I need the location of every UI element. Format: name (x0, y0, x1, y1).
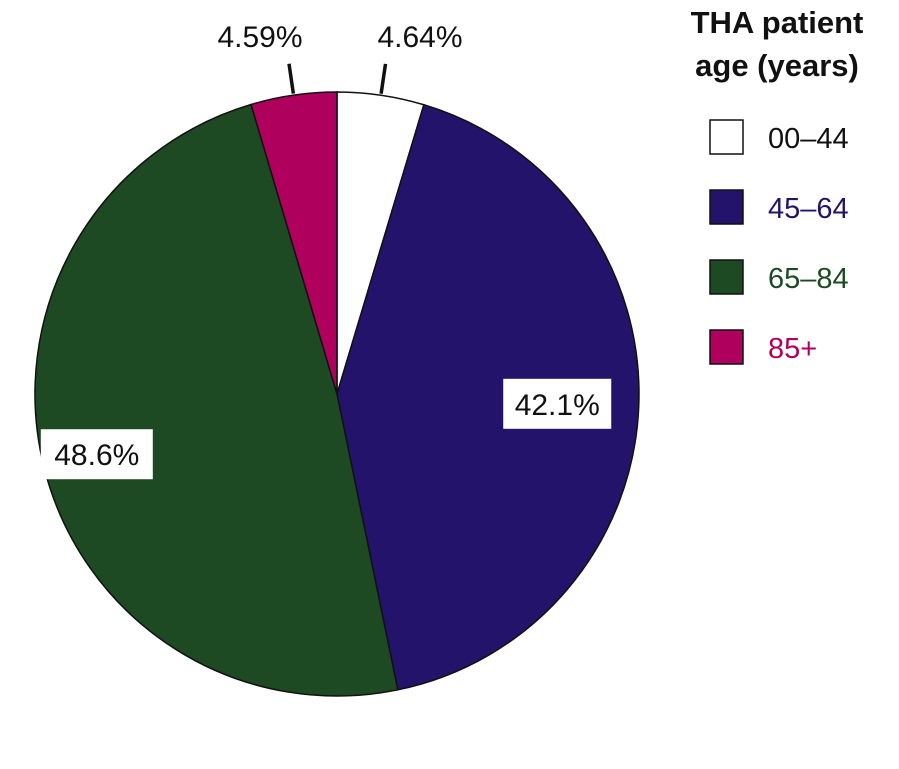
pie-slice-45-64 (336, 103, 640, 691)
pie-slices (34, 91, 640, 697)
slice-label-65-84: 48.6% (40, 429, 153, 480)
legend: THA patient age (years) 00–44 45–64 65–84 8… (691, 5, 864, 365)
slice-label-text: 48.6% (54, 439, 139, 472)
legend-item-85: 85+ (709, 329, 817, 365)
slice-label-00-44: 4.64% (377, 21, 462, 54)
legend-item-45-64: 45–64 (709, 189, 849, 225)
legend-title-line-2: age (years) (695, 48, 859, 83)
legend-label-00-44: 00–44 (768, 123, 849, 155)
legend-item-00-44: 00–44 (709, 119, 849, 155)
legend-swatch-00-44 (709, 119, 744, 155)
slice-label-45-64: 42.1% (503, 378, 612, 429)
slice-label-box (40, 429, 153, 480)
legend-swatch-65-84 (709, 259, 744, 295)
slice-label-box (503, 378, 612, 429)
legend-item-65-84: 65–84 (709, 259, 849, 295)
legend-label-45-64: 45–64 (768, 193, 849, 225)
legend-label-65-84: 65–84 (768, 263, 849, 295)
slice-label-85: 4.59% (217, 21, 302, 54)
legend-title-line-1: THA patient (691, 5, 864, 40)
legend-label-85: 85+ (768, 333, 817, 365)
pie-slice-85 (250, 91, 338, 395)
leader-line-85 (287, 63, 296, 94)
legend-items: 00–44 45–64 65–84 85+ (709, 119, 849, 365)
legend-swatch-45-64 (709, 189, 744, 225)
leader-lines (287, 63, 388, 94)
legend-swatch-85 (709, 329, 744, 365)
slice-label-text: 42.1% (515, 389, 600, 422)
slice-labels: 4.64% 42.1% 48.6% 4.59% (40, 21, 612, 480)
leader-line-00-44 (379, 63, 388, 94)
